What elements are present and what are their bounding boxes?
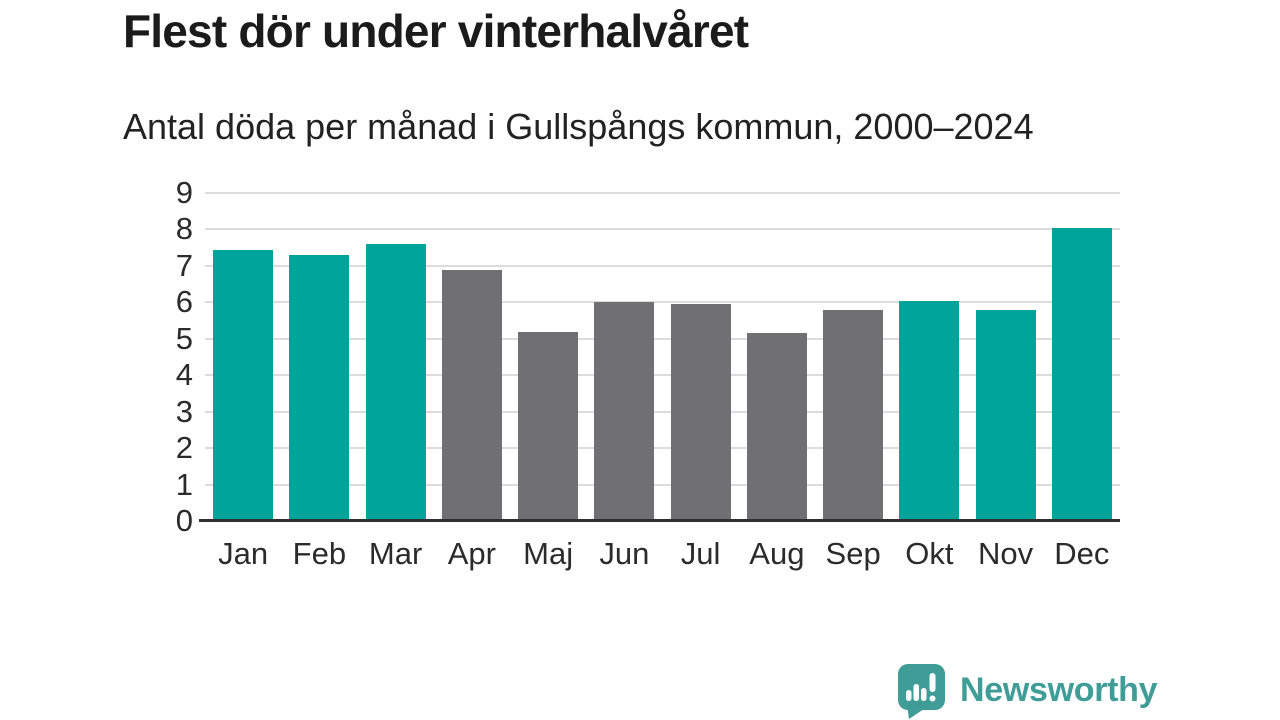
newsworthy-speech-bubble-bar-chart-icon [896, 663, 948, 720]
newsworthy-brand-name: Newsworthy [960, 671, 1158, 709]
bar-mar [365, 244, 426, 521]
gridline-y7 [205, 264, 1120, 267]
y-tick-label-8: 8 [175, 211, 193, 247]
x-tick-label-dec: Dec [1054, 536, 1110, 571]
gridline-y5 [205, 337, 1120, 340]
x-tick-label-okt: Okt [905, 536, 954, 571]
bar-jan [213, 249, 274, 521]
y-tick-label-5: 5 [175, 320, 193, 356]
x-tick-label-maj: Maj [523, 536, 574, 571]
bar-chart-plot-area: 0 1 2 3 4 5 6 7 8 9 Jan Feb Mar Apr Maj Jun Jul Aug Sep Okt… [176, 176, 1120, 571]
x-tick-label-sep: Sep [825, 536, 881, 571]
y-tick-label-3: 3 [175, 393, 193, 429]
gridline-y6 [205, 301, 1120, 304]
gridline-y8 [205, 228, 1120, 231]
x-tick-label-mar: Mar [368, 536, 423, 571]
x-tick-label-apr: Apr [447, 536, 496, 571]
bar-aug [746, 333, 807, 521]
x-tick-label-nov: Nov [978, 536, 1034, 571]
bar-okt [899, 300, 960, 521]
x-tick-label-jun: Jun [599, 536, 650, 571]
y-tick-label-9: 9 [175, 175, 193, 210]
chart-subtitle: Antal döda per månad i Gullspångs kommun… [123, 106, 1034, 147]
gridline-y1 [205, 483, 1120, 486]
bar-feb [289, 254, 350, 521]
y-tick-label-1: 1 [175, 466, 193, 502]
x-axis-line [199, 519, 1120, 522]
x-tick-label-feb: Feb [292, 536, 347, 571]
y-tick-label-2: 2 [175, 430, 193, 466]
bar-nov [975, 309, 1036, 521]
y-tick-label-7: 7 [175, 247, 193, 283]
bar-maj [518, 331, 579, 521]
y-tick-label-4: 4 [175, 357, 193, 393]
chart-title: Flest dör under vinterhalvåret [123, 5, 749, 57]
bar-apr [441, 269, 502, 521]
gridline-y9 [205, 192, 1120, 194]
bar-jul [670, 304, 731, 521]
y-tick-label-6: 6 [175, 284, 193, 320]
gridline-y4 [205, 374, 1120, 377]
y-tick-label-0: 0 [175, 503, 193, 538]
gridline-y2 [205, 447, 1120, 450]
gridline-y3 [205, 410, 1120, 413]
newsworthy-logo: Newsworthy [896, 663, 1158, 720]
bar-sep [823, 309, 884, 521]
x-tick-label-aug: Aug [749, 536, 805, 571]
bar-jun [594, 302, 655, 521]
x-tick-label-jul: Jul [680, 536, 721, 571]
bar-dec [1051, 227, 1112, 521]
x-tick-label-jan: Jan [218, 536, 269, 571]
